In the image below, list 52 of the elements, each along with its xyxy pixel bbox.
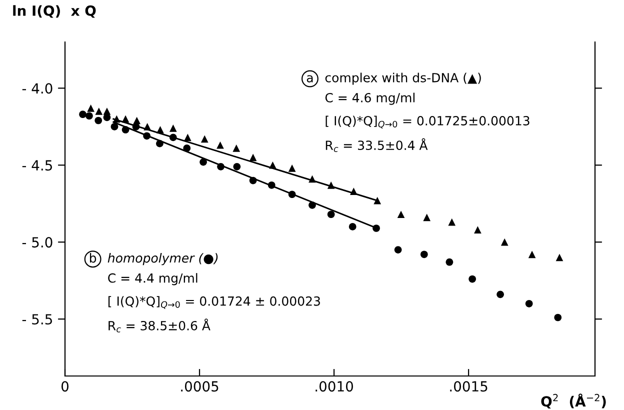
- x-tick-label: 0: [61, 381, 68, 392]
- y-axis-title: ln I(Q) x Q: [13, 5, 96, 18]
- point: [103, 114, 111, 122]
- point: [288, 164, 296, 172]
- point: [200, 135, 208, 143]
- point: [232, 144, 240, 152]
- y-tick-label: - 5.5: [22, 314, 52, 325]
- point: [420, 250, 428, 258]
- point: [554, 314, 562, 322]
- annotation: R$_{c}$ = 38.5±0.6 Å: [108, 318, 210, 332]
- point: [348, 223, 356, 230]
- point: [446, 258, 454, 266]
- annotation: b: [90, 253, 96, 263]
- point: [184, 134, 192, 142]
- point: [448, 218, 456, 226]
- x-tick-label: .0010: [316, 381, 353, 392]
- x-tick-label: .0015: [450, 381, 488, 392]
- y-tick-label: - 4.0: [22, 83, 52, 94]
- annotation: C = 4.6 mg/ml: [325, 92, 414, 105]
- text: Q$^{2}$ (Å$^{−2}$): [541, 394, 606, 408]
- annotation: R$_{c}$ = 33.5±0.4 Å: [326, 138, 428, 152]
- point: [94, 116, 102, 124]
- point: [474, 226, 482, 234]
- annotation: C = 4.4 mg/ml: [108, 273, 198, 286]
- point: [327, 210, 335, 218]
- point: [87, 104, 94, 112]
- point: [468, 275, 476, 283]
- point: [86, 112, 93, 120]
- point: [249, 154, 257, 162]
- point: [394, 246, 402, 254]
- point: [79, 110, 86, 118]
- annotation: [ I(Q)*Q]$_{Q→0}$ = 0.01725±0.00013: [326, 116, 530, 128]
- annotation: homopolymer (●): [108, 253, 218, 266]
- y-tick-label: - 5.0: [22, 237, 52, 248]
- point: [500, 238, 508, 246]
- annotation: complex with ds-DNA (▲): [325, 72, 481, 85]
- y-tick-label: - 4.5: [22, 160, 52, 171]
- point: [496, 290, 504, 298]
- x-tick-label: .0005: [181, 381, 218, 392]
- point: [397, 210, 405, 218]
- point: [200, 158, 207, 166]
- point: [556, 254, 564, 262]
- point: [169, 124, 177, 132]
- point: [216, 141, 224, 149]
- point: [528, 250, 536, 258]
- point: [233, 163, 241, 170]
- point: [110, 122, 118, 130]
- point: [95, 108, 103, 115]
- point: [525, 300, 533, 308]
- point: [423, 214, 431, 222]
- annotation: a: [306, 75, 313, 82]
- annotation: [ I(Q)*Q]$_{Q→0}$ = 0.01724 ± 0.00023: [108, 296, 320, 309]
